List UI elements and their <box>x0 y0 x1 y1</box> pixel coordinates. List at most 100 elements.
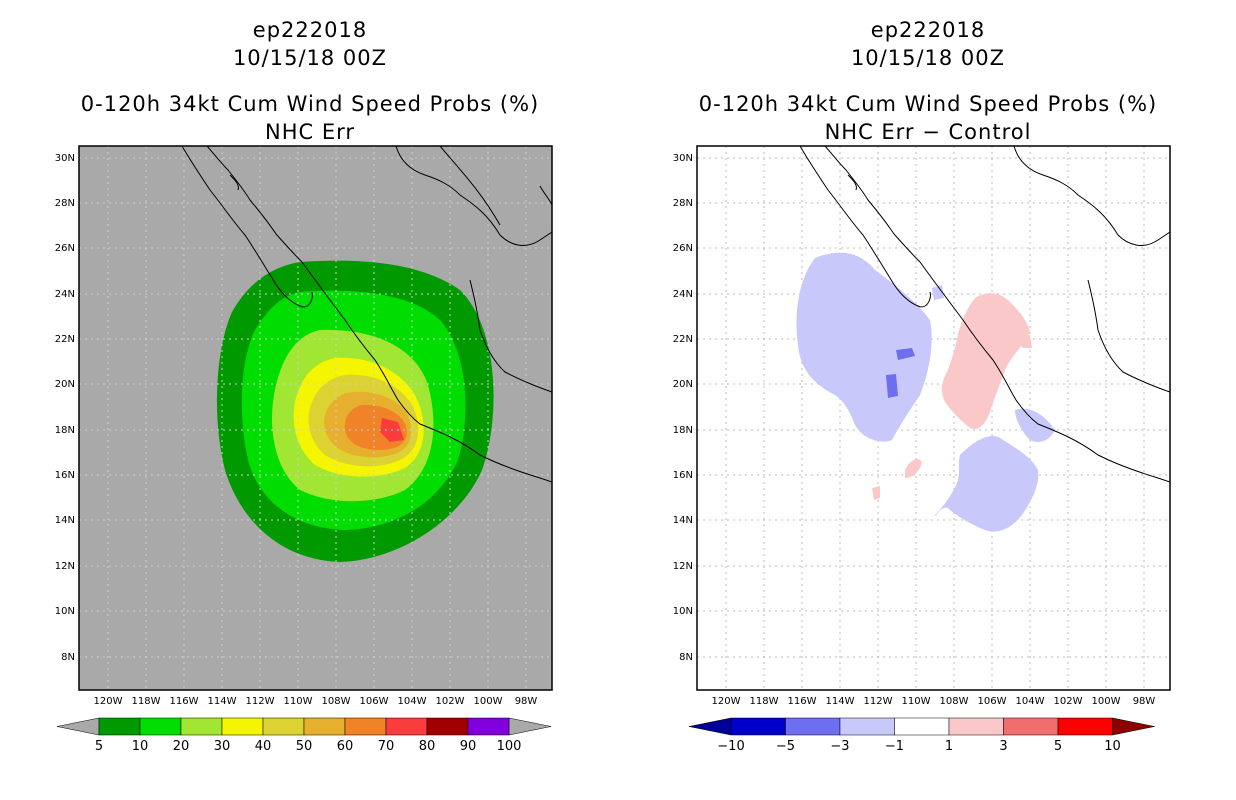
left-lat-labels: 30N 28N 26N 24N 22N 20N 18N 16N 14N 12N … <box>55 153 75 663</box>
lat-label: 18N <box>55 425 75 436</box>
strong-negative-area <box>896 348 915 360</box>
lon-label: 112W <box>246 696 275 707</box>
lon-label: 102W <box>1054 696 1083 707</box>
lon-label: 120W <box>94 696 123 707</box>
right-coastline <box>799 146 1170 483</box>
lon-label: 100W <box>1092 696 1121 707</box>
colorbar-swatch <box>426 717 469 736</box>
lon-label: 98W <box>515 696 538 707</box>
lon-label: 116W <box>788 696 817 707</box>
lat-label: 30N <box>673 153 693 164</box>
right-subtitle: NHC Err − Control <box>824 120 1032 144</box>
right-map[interactable] <box>696 145 1171 691</box>
lat-label: 20N <box>673 379 693 390</box>
colorbar-label: 30 <box>214 739 231 754</box>
lon-label: 118W <box>750 696 779 707</box>
negative-area <box>796 252 932 442</box>
lat-label: 10N <box>55 606 75 617</box>
left-lon-labels: 120W 118W 116W 114W 112W 110W 108W 106W … <box>94 696 538 707</box>
left-colorbar: 5 10 20 30 40 50 60 70 80 90 100 <box>56 717 552 754</box>
colorbar-swatch <box>894 717 950 736</box>
colorbar-high-arrow <box>1112 717 1155 736</box>
colorbar-label: 40 <box>255 739 272 754</box>
left-date: 10/15/18 00Z <box>232 46 388 70</box>
left-subtitle: NHC Err <box>264 120 355 144</box>
colorbar-label: 90 <box>460 739 477 754</box>
colorbar-swatch <box>785 717 841 736</box>
positive-area <box>941 293 1030 430</box>
right-difference-contours <box>796 252 1055 532</box>
colorbar-swatch <box>180 717 223 736</box>
negative-area <box>935 435 1039 532</box>
lon-label: 106W <box>978 696 1007 707</box>
colorbar-label: −10 <box>717 739 744 754</box>
lon-label: 102W <box>436 696 465 707</box>
lat-label: 22N <box>55 334 75 345</box>
lat-label: 12N <box>673 561 693 572</box>
colorbar-label: 100 <box>497 739 522 754</box>
lon-label: 100W <box>474 696 503 707</box>
lat-label: 24N <box>55 289 75 300</box>
negative-area <box>1015 408 1055 442</box>
right-lon-labels: 120W 118W 116W 114W 112W 110W 108W 106W … <box>712 696 1156 707</box>
colorbar-low-arrow <box>688 717 732 736</box>
lat-label: 28N <box>673 198 693 209</box>
lon-label: 112W <box>864 696 893 707</box>
left-probability-contours <box>79 146 552 690</box>
colorbar-label: 60 <box>337 739 354 754</box>
colorbar-swatch <box>344 717 387 736</box>
right-colorbar: −10 −5 −3 −1 1 3 5 10 <box>688 717 1155 754</box>
colorbar-swatch <box>1057 717 1113 736</box>
colorbar-label: −3 <box>830 739 849 754</box>
left-map-frame <box>78 145 553 691</box>
colorbar-swatch <box>221 717 264 736</box>
strong-negative-area <box>886 374 898 398</box>
lat-label: 30N <box>55 153 75 164</box>
lat-label: 26N <box>673 243 693 254</box>
colorbar-label: 10 <box>132 739 149 754</box>
colorbar-label: 3 <box>999 739 1007 754</box>
lon-label: 114W <box>826 696 855 707</box>
colorbar-label: 5 <box>95 739 103 754</box>
positive-area <box>1020 335 1032 348</box>
left-map[interactable] <box>78 145 553 691</box>
colorbar-swatch <box>385 717 428 736</box>
left-storm-id: ep222018 <box>252 18 368 42</box>
lat-label: 28N <box>55 198 75 209</box>
lat-label: 8N <box>679 652 693 663</box>
colorbar-swatch <box>262 717 305 736</box>
lat-label: 16N <box>673 470 693 481</box>
lat-label: 14N <box>55 515 75 526</box>
lat-label: 16N <box>55 470 75 481</box>
left-gridlines <box>79 146 552 690</box>
lat-label: 12N <box>55 561 75 572</box>
left-coastline <box>181 146 552 483</box>
colorbar-label: 50 <box>296 739 313 754</box>
colorbar-swatch <box>948 717 1004 736</box>
left-title: 0-120h 34kt Cum Wind Speed Probs (%) <box>80 92 540 116</box>
lon-label: 106W <box>360 696 389 707</box>
positive-area <box>872 486 880 500</box>
colorbar-swatch <box>839 717 895 736</box>
colorbar-swatch <box>303 717 346 736</box>
colorbar-label: 80 <box>419 739 436 754</box>
colorbar-swatch <box>1003 717 1059 736</box>
lon-label: 110W <box>284 696 313 707</box>
negative-area <box>932 285 944 300</box>
right-date: 10/15/18 00Z <box>850 46 1006 70</box>
lon-label: 108W <box>322 696 351 707</box>
colorbar-swatch <box>730 717 786 736</box>
right-map-frame <box>696 145 1171 691</box>
right-map-background <box>697 146 1170 690</box>
lon-label: 118W <box>132 696 161 707</box>
lat-label: 20N <box>55 379 75 390</box>
positive-area <box>905 459 922 478</box>
lat-label: 8N <box>61 652 75 663</box>
colorbar-swatch <box>139 717 182 736</box>
colorbar-swatch <box>98 717 141 736</box>
colorbar-label: 5 <box>1054 739 1062 754</box>
lon-label: 116W <box>170 696 199 707</box>
lon-label: 120W <box>712 696 741 707</box>
lon-label: 108W <box>940 696 969 707</box>
